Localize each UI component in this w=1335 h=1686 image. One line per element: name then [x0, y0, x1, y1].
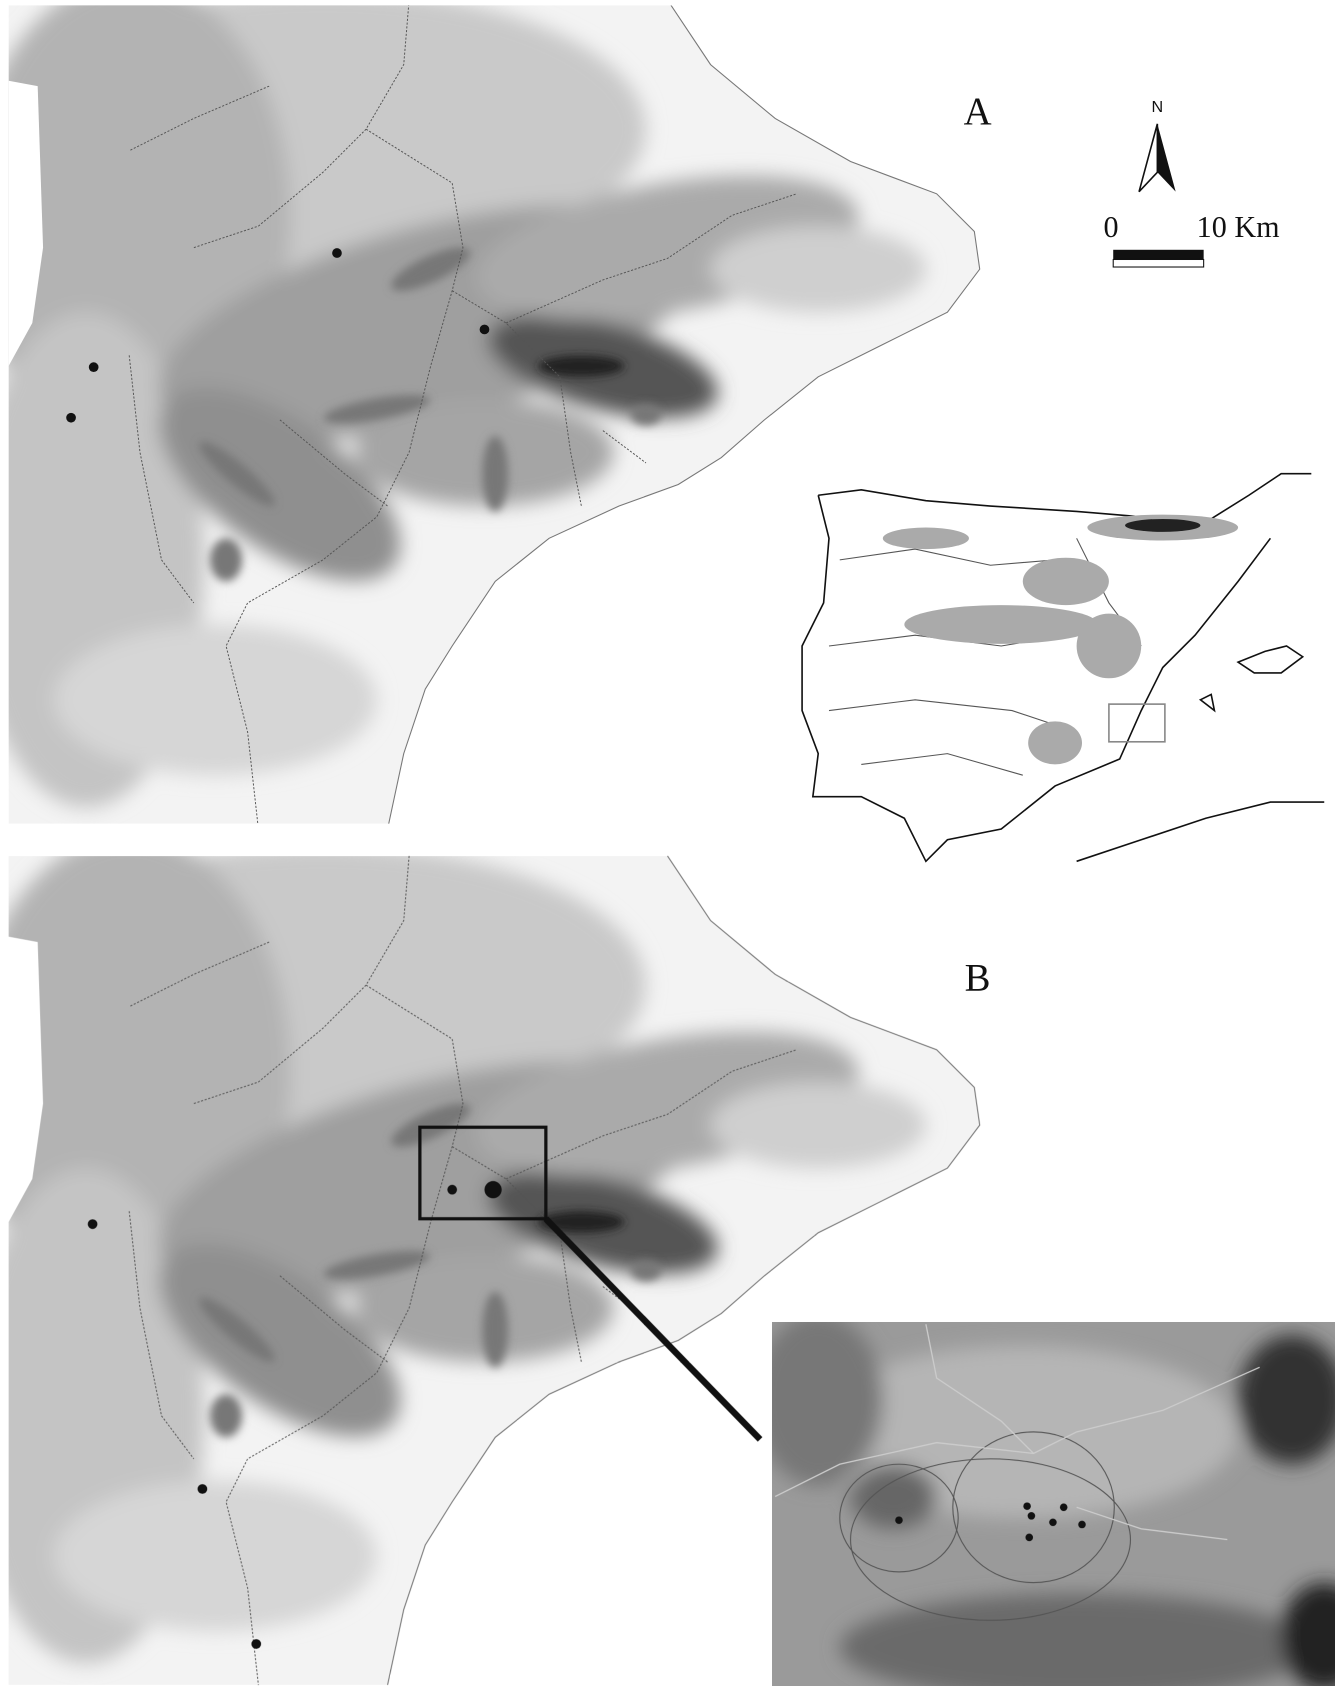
north-label: N: [1152, 98, 1164, 116]
zoom-inset: [754, 1313, 1335, 1686]
scale-end: 10 Km: [1197, 210, 1280, 244]
scale-start: 0: [1104, 210, 1119, 244]
panel-label: B: [965, 956, 991, 999]
page: {"panels": [{"label": "A"}, {"label": "B…: [0, 0, 1335, 1686]
panel-label: A: [964, 90, 992, 133]
map-figure: A N 0 10 Km: [0, 0, 1335, 1686]
